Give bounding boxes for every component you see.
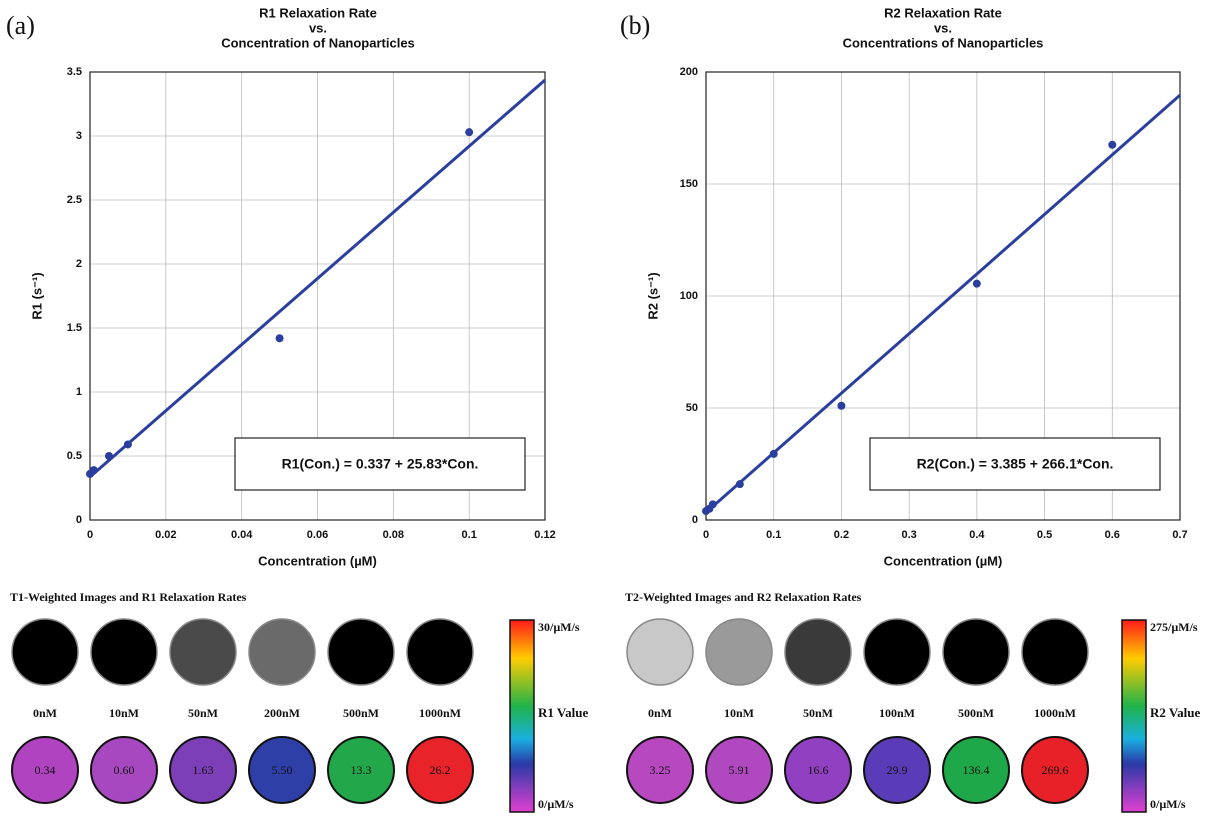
x-tick-label: 0.1 <box>462 529 477 541</box>
chart-title: R2 Relaxation Rate <box>884 5 1002 20</box>
concentration-label: 50nM <box>188 706 218 720</box>
mri-image <box>91 619 157 685</box>
concentration-label: 0nM <box>33 706 57 720</box>
mri-image <box>1022 619 1088 685</box>
x-tick-label: 0.3 <box>901 529 916 541</box>
y-tick-label: 0 <box>76 514 82 526</box>
panel-label: (a) <box>6 11 35 40</box>
mri-image <box>943 619 1009 685</box>
y-tick-label: 150 <box>680 178 698 190</box>
y-tick-label: 0 <box>692 514 698 526</box>
colorbar <box>510 620 534 812</box>
x-axis-label: Concentration (µM) <box>884 553 1003 568</box>
colorbar-bottom: 0/µM/s <box>1150 797 1186 811</box>
x-tick-label: 0.2 <box>834 529 849 541</box>
mri-image <box>328 619 394 685</box>
concentration-label: 100nM <box>879 706 915 720</box>
y-tick-label: 2.5 <box>67 194 82 206</box>
concentration-label: 50nM <box>803 706 833 720</box>
value-label: 26.2 <box>430 763 451 777</box>
x-tick-label: 0 <box>87 529 93 541</box>
colorbar-top: 275/µM/s <box>1150 620 1198 634</box>
x-tick-label: 0.1 <box>766 529 781 541</box>
panel-label: (b) <box>620 11 650 40</box>
colorbar-top: 30/µM/s <box>538 620 580 634</box>
panel-title: T1-Weighted Images and R1 Relaxation Rat… <box>10 590 247 604</box>
chart-title: R1 Relaxation Rate <box>259 5 377 20</box>
figure: (a)R1 Relaxation Ratevs.Concentration of… <box>0 0 1212 817</box>
x-axis-label: Concentration (µM) <box>258 553 377 568</box>
concentration-label: 200nM <box>264 706 300 720</box>
concentration-label: 10nM <box>109 706 139 720</box>
y-tick-label: 100 <box>680 290 698 302</box>
data-point <box>837 402 845 410</box>
x-tick-label: 0.08 <box>383 529 404 541</box>
colorbar-middle: R1 Value <box>538 705 588 720</box>
value-label: 136.4 <box>963 763 990 777</box>
x-tick-label: 0.5 <box>1037 529 1052 541</box>
mri-image <box>249 619 315 685</box>
annotation: R2(Con.) = 3.385 + 266.1*Con. <box>917 456 1114 472</box>
x-tick-label: 0.12 <box>534 529 555 541</box>
panel-title: T2-Weighted Images and R2 Relaxation Rat… <box>625 590 862 604</box>
chart-title: vs. <box>309 20 327 35</box>
chart-title: vs. <box>934 20 952 35</box>
colorbar-bottom: 0/µM/s <box>538 797 574 811</box>
value-label: 16.6 <box>808 763 829 777</box>
data-point <box>1108 141 1116 149</box>
value-label: 0.34 <box>35 763 56 777</box>
x-tick-label: 0.06 <box>307 529 328 541</box>
mri-image <box>407 619 473 685</box>
concentration-label: 500nM <box>958 706 994 720</box>
value-label: 5.50 <box>272 763 293 777</box>
x-tick-label: 0.4 <box>969 529 985 541</box>
y-tick-label: 3.5 <box>67 66 82 78</box>
y-axis-label: R1 (s⁻¹) <box>29 272 44 319</box>
chart-title: Concentration of Nanoparticles <box>221 35 415 50</box>
mri-image <box>12 619 78 685</box>
y-tick-label: 3 <box>76 130 82 142</box>
value-label: 269.6 <box>1042 763 1069 777</box>
y-axis-label: R2 (s⁻¹) <box>645 272 660 319</box>
y-tick-label: 1 <box>76 386 82 398</box>
value-label: 0.60 <box>114 763 135 777</box>
data-point <box>973 280 981 288</box>
value-label: 1.63 <box>193 763 214 777</box>
concentration-label: 1000nM <box>1034 706 1076 720</box>
x-tick-label: 0.6 <box>1105 529 1120 541</box>
annotation: R1(Con.) = 0.337 + 25.83*Con. <box>282 456 479 472</box>
concentration-label: 10nM <box>724 706 754 720</box>
y-tick-label: 1.5 <box>67 322 82 334</box>
concentration-label: 500nM <box>343 706 379 720</box>
value-label: 29.9 <box>887 763 908 777</box>
value-label: 3.25 <box>650 763 671 777</box>
y-tick-label: 50 <box>686 402 698 414</box>
y-tick-label: 200 <box>680 66 698 78</box>
mri-image <box>864 619 930 685</box>
data-point <box>276 334 284 342</box>
value-label: 13.3 <box>351 763 372 777</box>
mri-image <box>627 619 693 685</box>
mri-image <box>706 619 772 685</box>
concentration-label: 1000nM <box>419 706 461 720</box>
colorbar-middle: R2 Value <box>1150 705 1200 720</box>
mri-image <box>785 619 851 685</box>
y-tick-label: 0.5 <box>67 450 82 462</box>
x-tick-label: 0 <box>703 529 709 541</box>
x-tick-label: 0.7 <box>1172 529 1187 541</box>
data-point <box>465 128 473 136</box>
x-tick-label: 0.04 <box>231 529 253 541</box>
concentration-label: 0nM <box>648 706 672 720</box>
x-tick-label: 0.02 <box>155 529 176 541</box>
value-label: 5.91 <box>729 763 750 777</box>
chart-title: Concentrations of Nanoparticles <box>843 35 1044 50</box>
mri-image <box>170 619 236 685</box>
y-tick-label: 2 <box>76 258 82 270</box>
colorbar <box>1122 620 1146 812</box>
